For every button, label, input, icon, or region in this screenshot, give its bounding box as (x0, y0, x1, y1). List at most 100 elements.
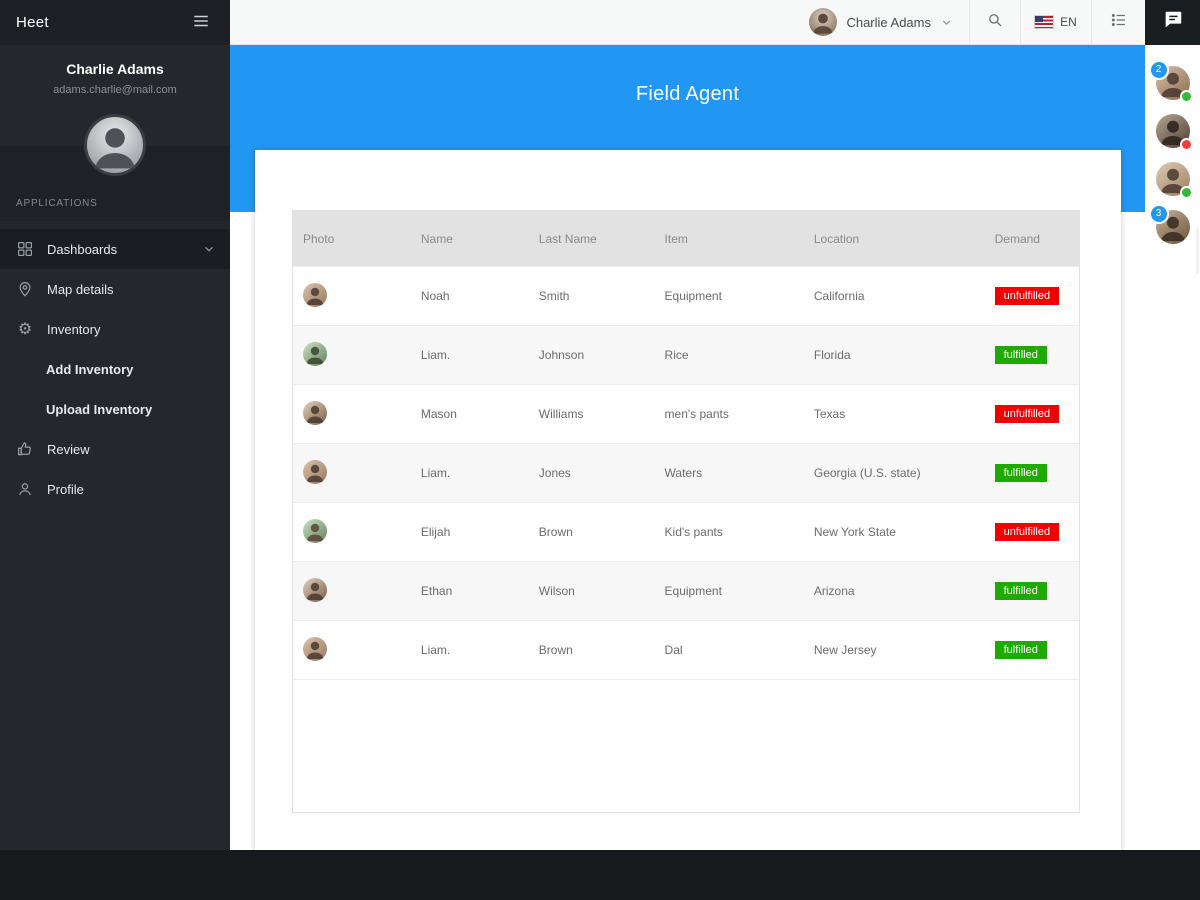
language-selector[interactable]: EN (1020, 0, 1091, 44)
sidebar-brand-row: Heet (0, 0, 230, 45)
sidebar-item-label: Profile (47, 481, 84, 497)
status-badge: fulfilled (994, 346, 1047, 364)
table-row: Ethan Wilson Equipment Arizona fulfilled (293, 561, 1079, 621)
row-avatar (303, 459, 327, 484)
sidebar-toggle-button[interactable] (188, 8, 214, 37)
cell-item: men's pants (654, 384, 804, 444)
contact-avatar[interactable]: 2 (1150, 62, 1191, 101)
sidebar-item-label: Map details (47, 281, 114, 297)
sidebar-item-upload-inventory[interactable]: Upload Inventory (0, 389, 230, 429)
cell-location: Georgia (U.S. state) (803, 443, 985, 503)
cell-name: Liam. (410, 620, 529, 680)
row-avatar (303, 577, 327, 602)
topbar-user-avatar (809, 8, 838, 36)
person-icon (16, 480, 34, 498)
sidebar-section-label: APPLICATIONS (16, 198, 98, 209)
sidebar-item-add-inventory[interactable]: Add Inventory (0, 349, 230, 389)
sidebar: Heet Charlie Adams adams.charlie@mail.co… (0, 0, 230, 850)
us-flag-icon (1035, 16, 1054, 28)
sidebar-user-block: Charlie Adams adams.charlie@mail.com (0, 45, 230, 176)
sidebar-user-email: adams.charlie@mail.com (53, 84, 177, 96)
topbar-user-menu[interactable]: Charlie Adams (793, 0, 969, 44)
topbar: Charlie Adams EN (230, 0, 1145, 45)
hamburger-icon (192, 12, 210, 33)
gear-icon: ⚙ (17, 319, 33, 338)
chat-panel-button[interactable] (1145, 0, 1200, 45)
row-avatar (303, 636, 327, 661)
sidebar-user-name: Charlie Adams (66, 61, 164, 77)
status-dot (1181, 92, 1191, 101)
cell-name: Ethan (410, 561, 529, 621)
status-badge: unfulfilled (994, 405, 1060, 423)
sidebar-user-avatar[interactable] (84, 114, 146, 176)
status-dot (1181, 188, 1191, 197)
column-header-name: Name (410, 211, 529, 267)
sidebar-item-review[interactable]: Review (0, 429, 230, 469)
cell-item: Dal (654, 620, 804, 680)
table-row: Noah Smith Equipment California unfulfil… (293, 266, 1079, 326)
sidebar-item-map-details[interactable]: Map details (0, 269, 230, 309)
table-row: Mason Williams men's pants Texas unfulfi… (293, 384, 1079, 444)
contact-avatar[interactable] (1155, 114, 1191, 149)
row-avatar (303, 282, 327, 307)
column-header-photo: Photo (293, 211, 411, 267)
status-badge: fulfilled (994, 464, 1047, 482)
cell-name: Noah (410, 266, 529, 326)
cell-item: Waters (654, 443, 804, 503)
status-badge: fulfilled (994, 641, 1047, 659)
cell-last-name: Williams (528, 384, 655, 444)
chevron-down-icon (940, 16, 953, 29)
thumbs-up-icon (16, 440, 34, 458)
sidebar-item-inventory[interactable]: ⚙ Inventory (0, 309, 230, 349)
column-header-demand: Demand (984, 211, 1079, 267)
sidebar-item-dashboards[interactable]: Dashboards (0, 229, 230, 269)
cell-last-name: Jones (528, 443, 655, 503)
cell-last-name: Brown (528, 620, 655, 680)
brand-logo: Heet (16, 14, 49, 31)
sidebar-item-profile[interactable]: Profile (0, 469, 230, 509)
sidebar-menu: Dashboards Map details ⚙ Inventory Add I… (0, 221, 230, 509)
list-menu-button[interactable] (1091, 0, 1145, 44)
cell-item: Kid's pants (654, 502, 804, 562)
column-header-item: Item (654, 211, 804, 267)
agents-table: Photo Name Last Name Item Location Deman… (292, 210, 1080, 813)
contact-avatar[interactable] (1155, 162, 1191, 197)
map-pin-icon (16, 280, 34, 298)
row-avatar (303, 518, 327, 543)
status-badge: unfulfilled (994, 523, 1060, 541)
list-icon (1110, 11, 1128, 34)
cell-name: Mason (410, 384, 529, 444)
search-button[interactable] (969, 0, 1020, 44)
contacts-rail: 2 3 (1145, 45, 1200, 850)
search-icon (986, 11, 1004, 34)
table-row: Liam. Johnson Rice Florida fulfilled (293, 325, 1079, 385)
cell-item: Equipment (654, 266, 804, 326)
language-label: EN (1060, 15, 1077, 29)
cell-name: Liam. (410, 443, 529, 503)
cell-location: Texas (803, 384, 985, 444)
cell-last-name: Wilson (528, 561, 655, 621)
notification-badge: 2 (1150, 62, 1167, 78)
sidebar-item-label: Upload Inventory (46, 401, 153, 417)
cell-last-name: Smith (528, 266, 655, 326)
dashboard-icon (16, 240, 34, 258)
topbar-user-name: Charlie Adams (846, 14, 931, 30)
cell-location: New Jersey (803, 620, 985, 680)
row-avatar (303, 400, 327, 425)
contact-avatar[interactable]: 3 (1150, 206, 1190, 244)
notification-badge: 3 (1150, 206, 1167, 222)
cell-location: Florida (803, 325, 985, 385)
row-avatar (303, 341, 327, 366)
content-card: Photo Name Last Name Item Location Deman… (255, 150, 1121, 850)
column-header-location: Location (803, 211, 985, 267)
table-header-row: Photo Name Last Name Item Location Deman… (293, 211, 1079, 267)
table-row: Elijah Brown Kid's pants New York State … (293, 502, 1079, 562)
sidebar-scrollbar[interactable] (1196, 228, 1199, 274)
column-header-last-name: Last Name (528, 211, 655, 267)
page-title: Field Agent (635, 83, 740, 105)
sidebar-item-label: Add Inventory (46, 361, 134, 377)
table-row: Liam. Jones Waters Georgia (U.S. state) … (293, 443, 1079, 503)
cell-name: Elijah (410, 502, 529, 562)
status-badge: unfulfilled (994, 287, 1060, 305)
